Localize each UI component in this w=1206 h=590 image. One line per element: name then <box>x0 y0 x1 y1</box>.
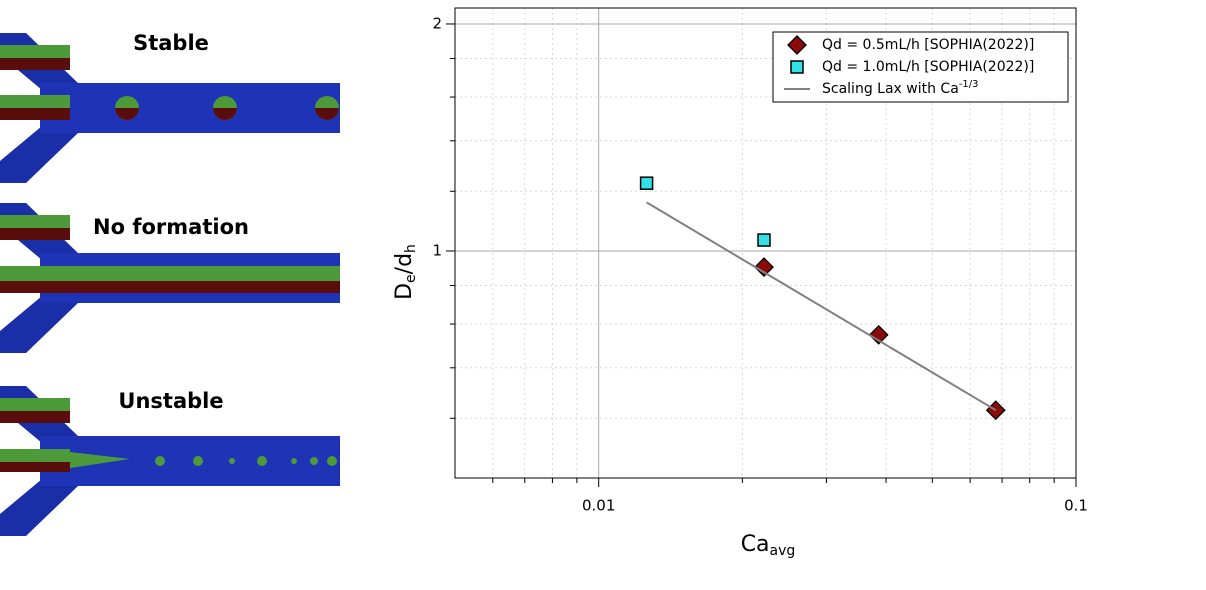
legend-box <box>772 31 1069 103</box>
legend-text: Qd = 0.5mL/h [SOPHIA(2022)] <box>822 37 1034 53</box>
y-axis-label-part: /d <box>392 253 417 274</box>
panel-title: Unstable <box>118 389 223 413</box>
legend-label: Qd = 0.5mL/h [SOPHIA(2022)] <box>822 37 1034 53</box>
y-tick-label: 2 <box>432 14 442 32</box>
chart: 0.01 0.1 1 2 Caavg De/dh Qd = 0.5mL/h [SOPHIA(… <box>392 7 1088 559</box>
x-tick-label: 0.1 <box>1064 497 1088 515</box>
legend-text: Qd = 1.0mL/h [SOPHIA(2022)] <box>822 59 1034 75</box>
data-point <box>757 233 771 247</box>
y-axis-label-part: e <box>403 274 419 283</box>
legend-text: Scaling Lax with Ca <box>822 81 959 97</box>
panel-title: No formation <box>93 215 249 239</box>
fit-line <box>646 201 997 412</box>
x-axis-label: Caavg <box>741 532 796 559</box>
legend-marker <box>790 60 804 74</box>
simulation-panel: Unstable <box>0 386 340 536</box>
simulation-panel: No formation <box>0 203 340 353</box>
data-point <box>639 176 654 190</box>
y-axis-label-part: D <box>392 283 417 300</box>
simulation-panel: Stable <box>0 31 340 183</box>
x-axis-label-part: Ca <box>741 532 770 557</box>
y-tick-label: 1 <box>432 241 442 259</box>
plot-frame <box>454 7 1077 479</box>
x-tick-label: 0.01 <box>582 497 615 515</box>
y-axis-label: De/dh <box>392 244 419 300</box>
y-axis-label-part: h <box>403 244 419 253</box>
legend-superscript: -1/3 <box>959 79 979 90</box>
panel-title: Stable <box>133 31 209 55</box>
data-point <box>754 257 774 278</box>
legend-label: Scaling Lax with Ca-1/3 <box>822 79 978 97</box>
legend-label: Qd = 1.0mL/h [SOPHIA(2022)] <box>822 59 1034 75</box>
data-point <box>868 324 889 345</box>
legend-marker <box>787 35 807 55</box>
x-axis-label-part: avg <box>770 543 796 559</box>
